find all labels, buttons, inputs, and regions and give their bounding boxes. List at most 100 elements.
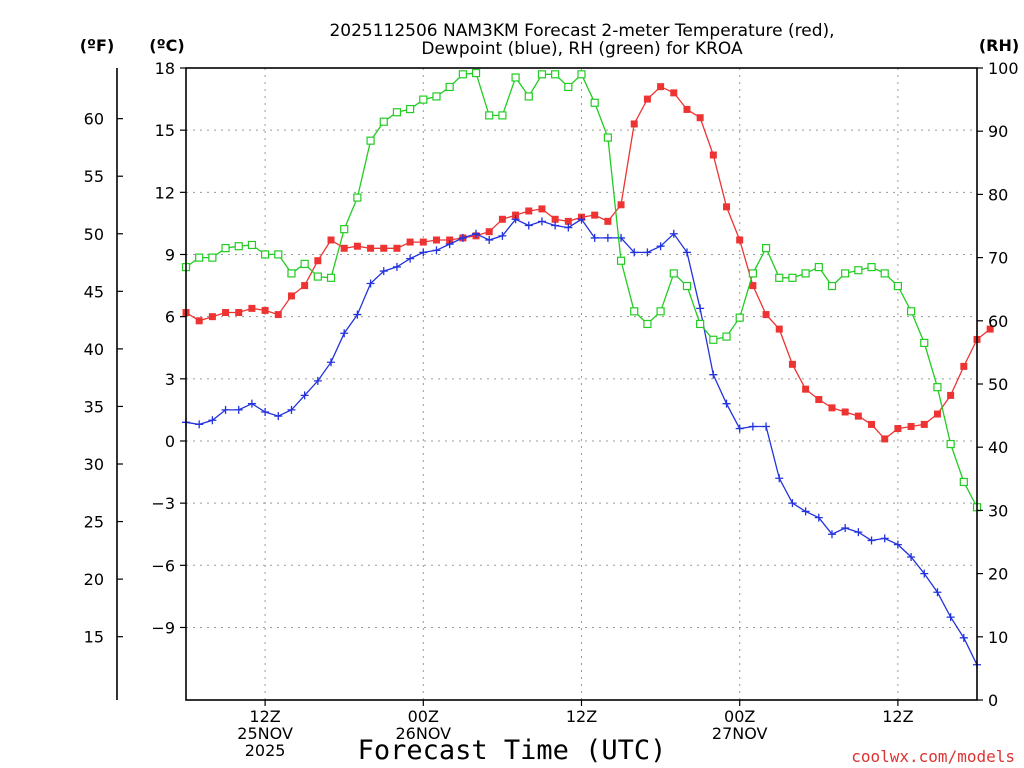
temperature-point-54 <box>894 425 902 433</box>
chart-title-line-1: 2025112506 NAM3KM Forecast 2-meter Tempe… <box>329 21 834 41</box>
rh-point-33 <box>616 256 626 265</box>
fahrenheit-tick-label-6: 30 <box>84 455 104 474</box>
temperature-point-13 <box>353 242 361 250</box>
labels: 2025112506 NAM3KM Forecast 2-meter Tempe… <box>80 21 1019 766</box>
rh-point-54 <box>893 281 903 291</box>
temperature-point-26 <box>525 207 533 215</box>
rh-tick-label-9: 10 <box>988 628 1008 647</box>
rh-point-1 <box>195 253 204 262</box>
temperature-point-3 <box>222 309 230 317</box>
rh-point-3 <box>221 244 230 253</box>
fahrenheit-tick-label-7: 25 <box>84 513 104 532</box>
rh-point-7 <box>274 250 283 259</box>
rh-point-29 <box>564 82 573 92</box>
rh-point-57 <box>933 383 942 392</box>
dewpoint-point-22 <box>472 229 481 238</box>
rh-point-38 <box>682 281 692 291</box>
temperature-point-58 <box>947 391 955 399</box>
series-dewpoint <box>182 215 981 669</box>
temperature-point-46 <box>788 360 796 368</box>
rh-point-51 <box>854 266 863 275</box>
temperature-point-50 <box>841 408 849 416</box>
temperature-point-20 <box>446 236 454 244</box>
dewpoint-point-53 <box>880 534 889 543</box>
series-layer <box>181 68 994 669</box>
dewpoint-point-21 <box>458 233 467 242</box>
dewpoint-point-9 <box>300 391 309 400</box>
dewpoint-point-14 <box>366 279 375 288</box>
temperature-point-44 <box>762 311 770 319</box>
temperature-point-4 <box>235 309 243 317</box>
fahrenheit-tick-label-8: 20 <box>84 570 104 589</box>
dewpoint-point-42 <box>735 424 744 433</box>
rh-point-4 <box>234 242 243 251</box>
temperature-point-5 <box>248 304 256 312</box>
fahrenheit-tick-label-5: 35 <box>84 397 104 416</box>
temperature-point-56 <box>920 420 928 428</box>
rh-point-34 <box>630 307 639 316</box>
x-tick-label-3-1: 27NOV <box>712 724 768 743</box>
dewpoint-point-4 <box>234 405 243 414</box>
rh-point-42 <box>735 313 744 322</box>
rh-point-44 <box>761 244 771 253</box>
temperature-point-36 <box>657 83 665 91</box>
rh-tick-label-6: 40 <box>988 438 1008 457</box>
temperature-point-55 <box>907 422 915 430</box>
temperature-point-34 <box>630 120 638 128</box>
dewpoint-point-25 <box>511 215 520 224</box>
rh-point-52 <box>867 262 876 272</box>
dewpoint-point-10 <box>313 376 322 385</box>
celsius-tick-label-1: 15 <box>155 121 175 140</box>
fahrenheit-tick-label-4: 40 <box>84 340 104 359</box>
dewpoint-point-54 <box>893 540 902 549</box>
dewpoint-point-58 <box>946 613 955 622</box>
rh-tick-label-7: 30 <box>988 501 1008 520</box>
rh-point-20 <box>445 82 454 92</box>
rh-tick-label-4: 60 <box>988 312 1008 331</box>
dewpoint-point-24 <box>498 231 507 240</box>
dewpoint-point-7 <box>274 412 283 421</box>
rh-point-30 <box>577 70 586 79</box>
rh-point-28 <box>551 70 560 79</box>
dewpoint-point-15 <box>379 267 388 276</box>
temperature-point-45 <box>775 325 783 333</box>
temperature-point-28 <box>551 215 559 223</box>
rh-point-41 <box>722 332 731 341</box>
rh-point-55 <box>906 307 916 316</box>
rh-point-9 <box>300 259 309 269</box>
rh-point-27 <box>537 70 547 79</box>
temperature-point-40 <box>709 151 717 159</box>
celsius-tick-label-9: −9 <box>151 618 175 637</box>
dewpoint-point-48 <box>814 513 823 522</box>
temperature-point-15 <box>380 244 388 252</box>
temperature-point-31 <box>591 211 599 219</box>
rh-point-18 <box>419 95 428 104</box>
dewpoint-point-32 <box>603 233 612 242</box>
temperature-point-38 <box>683 105 691 113</box>
rh-point-40 <box>709 335 718 344</box>
temperature-point-33 <box>617 201 625 209</box>
temperature-point-53 <box>881 435 889 443</box>
temperature-point-11 <box>327 236 335 244</box>
credit-label: coolwx.com/models <box>851 747 1015 766</box>
celsius-tick-label-7: −3 <box>151 494 175 513</box>
series-temperature <box>182 83 994 443</box>
temperature-point-18 <box>419 238 427 246</box>
temperature-point-14 <box>367 244 375 252</box>
temperature-point-51 <box>854 412 862 420</box>
rh-point-45 <box>775 273 784 282</box>
series-rh <box>181 68 982 512</box>
temperature-point-41 <box>723 203 731 211</box>
dewpoint-point-55 <box>907 553 916 562</box>
rh-point-24 <box>498 111 507 120</box>
fahrenheit-tick-label-3: 45 <box>84 282 104 301</box>
x-axis-title: Forecast Time (UTC) <box>358 735 667 766</box>
dewpoint-point-13 <box>353 310 362 319</box>
dewpoint-point-41 <box>722 399 731 408</box>
x-tick-label-2-0: 12Z <box>566 707 597 726</box>
dewpoint-point-16 <box>392 262 401 271</box>
rh-point-22 <box>471 68 481 78</box>
rh-point-58 <box>946 439 955 449</box>
rh-point-47 <box>801 269 810 278</box>
